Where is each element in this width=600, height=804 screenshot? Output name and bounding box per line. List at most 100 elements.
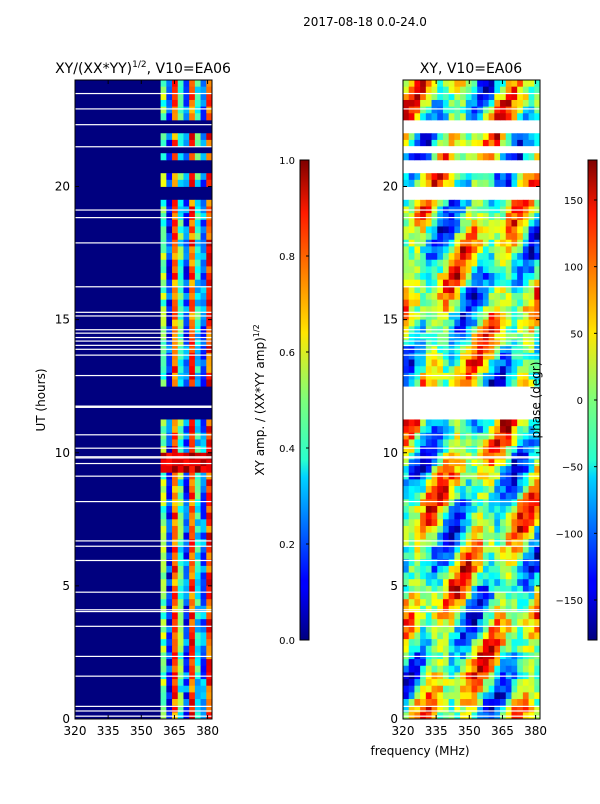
right-heatmap-cell [517,179,524,187]
left-heatmap-cell [194,253,201,261]
right-heatmap-cell [465,479,472,487]
left-heatmap-cell [166,179,173,187]
left-heatmap-cell [206,705,213,713]
right-flag-line [403,457,540,459]
right-heatmap-cell [522,519,529,527]
left-heatmap-cell [177,592,184,600]
right-heatmap-cell [414,665,421,673]
right-heatmap-cell [488,233,495,241]
right-heatmap-cell [403,659,410,667]
right-heatmap-cell [465,99,472,108]
right-heatmap-cell [482,93,490,101]
y-tick-label: 10 [383,446,398,460]
right-heatmap-cell [448,259,455,267]
right-heatmap-cell [465,692,472,700]
right-heatmap-cell [408,466,415,474]
right-heatmap-cell [437,619,444,627]
right-heatmap-cell [477,519,484,527]
left-heatmap-cell [189,592,196,600]
right-heatmap-cell [471,466,478,474]
right-heatmap-cell [511,352,518,360]
left-heatmap-cell [166,259,173,267]
right-heatmap-cell [528,419,535,427]
left-heatmap-cell [172,705,179,713]
right-heatmap-cell [454,306,461,314]
right-heatmap-cell [511,366,518,374]
left-heatmap-cell [160,319,167,327]
right-heatmap-cell [534,339,541,347]
right-heatmap-cell [448,699,455,707]
right-heatmap-cell [471,525,478,534]
right-heatmap-cell [534,432,541,440]
right-heatmap-cell [448,519,455,527]
right-heatmap-cell [494,479,501,487]
right-heatmap-cell [465,139,472,147]
right-heatmap-cell [408,253,415,261]
right-heatmap-cell [442,293,450,301]
left-heatmap-cell [177,426,184,434]
right-heatmap-cell [511,632,518,640]
right-heatmap-cell [465,506,472,514]
left-heatmap-cell [200,639,207,647]
right-heatmap-cell [517,106,524,114]
left-heatmap-cell [160,80,167,88]
right-heatmap-cell [420,532,427,540]
right-heatmap-cell [442,512,450,520]
right-heatmap-cell [488,665,495,673]
right-heatmap-cell [471,439,478,447]
right-heatmap-cell [477,379,484,387]
left-heatmap-cell [189,266,196,274]
left-heatmap-cell [194,512,201,520]
left-heatmap-cell [160,253,167,261]
right-heatmap-cell [414,352,421,360]
right-heatmap-cell [454,572,461,580]
right-heatmap-cell [431,565,438,573]
left-heatmap-cell [183,512,190,520]
right-heatmap-cell [431,86,438,94]
left-heatmap-cell [172,179,179,187]
right-heatmap-cell [408,279,415,287]
right-heatmap-cell [448,639,455,647]
right-heatmap-cell [414,139,421,147]
right-heatmap-cell [448,506,455,514]
right-heatmap-cell [477,466,484,474]
left-flag-line [75,406,212,408]
right-heatmap-cell [403,419,410,427]
left-heatmap-cell [200,479,207,487]
left-heatmap-cell [206,253,213,261]
right-heatmap-cell [522,339,529,347]
figure-title: 2017-08-18 0.0-24.0 [303,15,427,29]
right-flag-line [403,405,540,407]
right-heatmap-cell [425,466,432,474]
right-heatmap-cell [528,585,535,593]
right-heatmap-cell [454,139,461,147]
left-heatmap-cell [200,519,207,527]
right-heatmap-cell [511,446,518,454]
left-heatmap-cell [194,545,201,553]
right-heatmap-cell [488,359,495,367]
right-heatmap-cell [534,705,541,713]
right-colorbar-label: phase (degr) [529,362,543,439]
right-heatmap-cell [500,139,507,147]
right-heatmap-cell [420,139,427,147]
right-heatmap-cell [425,565,432,573]
right-heatmap-cell [460,379,467,387]
right-heatmap-cell [454,439,461,447]
right-heatmap-cell [425,226,432,234]
right-heatmap-cell [522,506,529,514]
right-heatmap-cell [454,479,461,487]
right-heatmap-cell [465,306,472,314]
right-heatmap-cell [448,419,455,427]
left-heatmap-cell [189,539,196,547]
right-heatmap-cell [477,279,484,287]
right-heatmap-cell [511,153,518,161]
right-heatmap-cell [403,539,410,547]
left-heatmap-cell [177,273,184,281]
left-heatmap-cell [172,512,179,520]
right-heatmap-cell [488,366,495,374]
left-heatmap-cell [194,632,201,640]
right-heatmap-cell [431,572,438,580]
right-heatmap-cell [494,466,501,474]
left-heatmap-cell [172,532,179,540]
right-heatmap-cell [511,679,518,687]
